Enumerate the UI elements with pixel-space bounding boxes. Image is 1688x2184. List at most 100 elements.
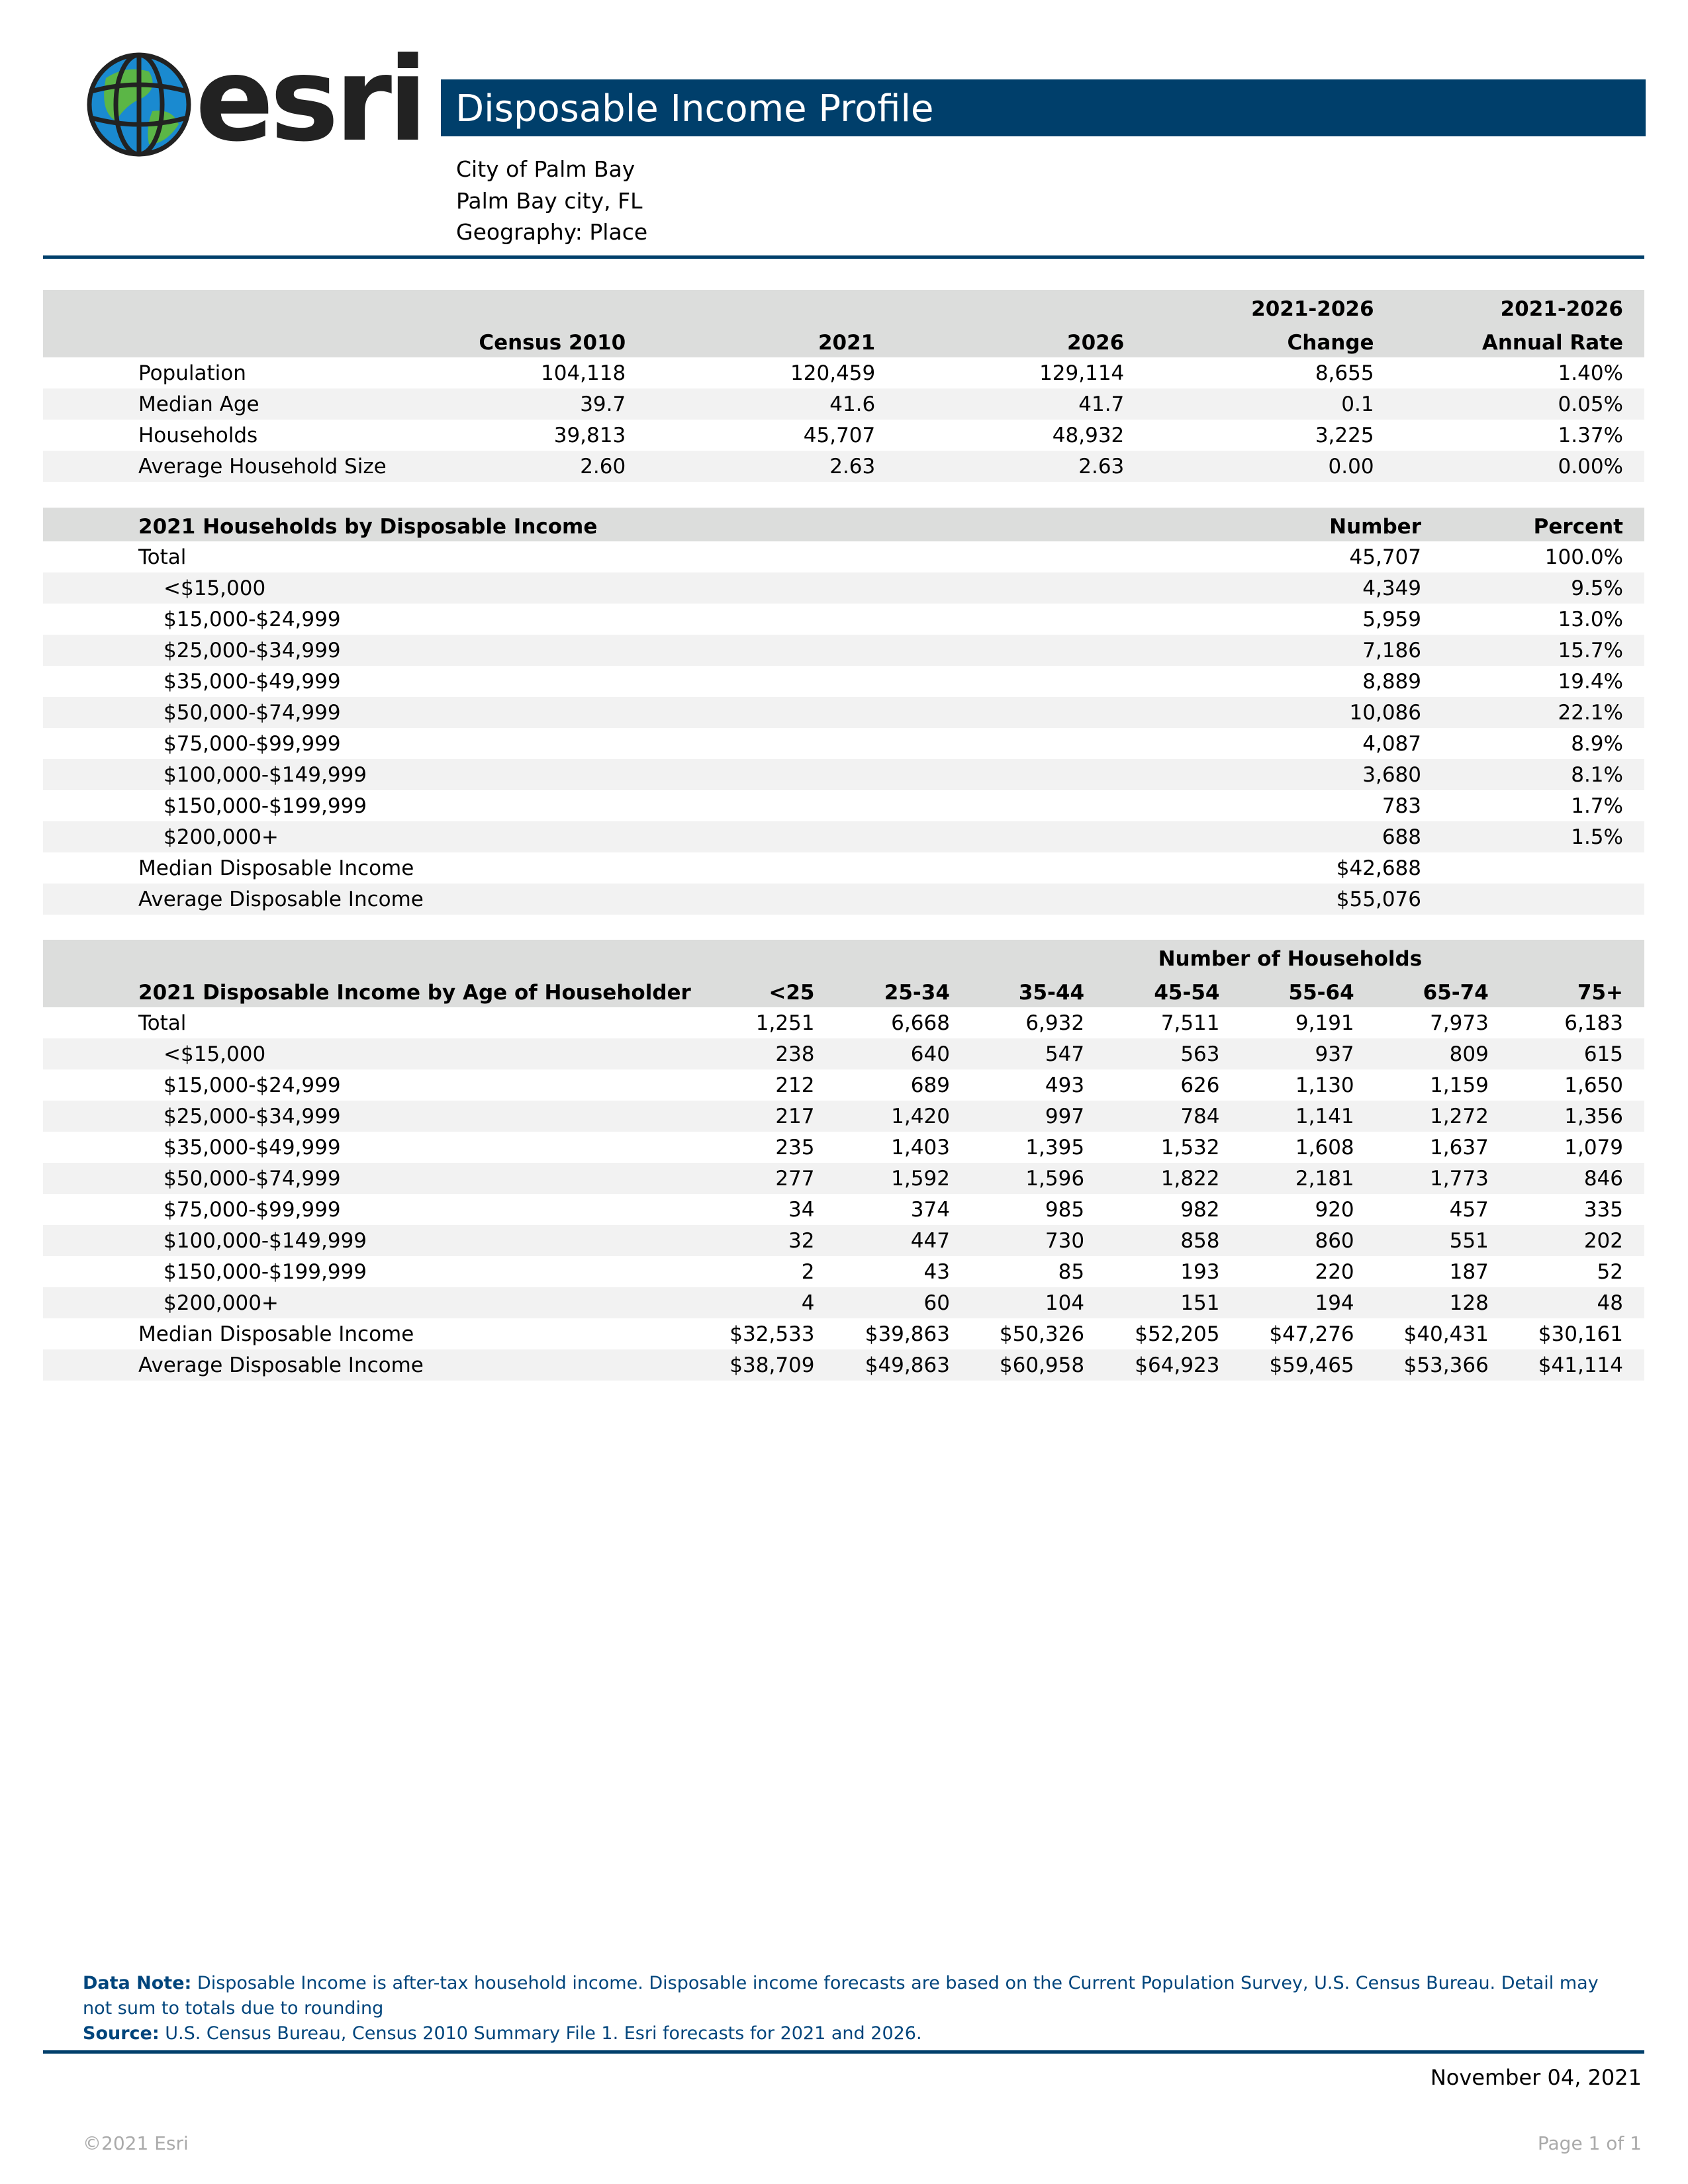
cell-value: 32	[712, 1225, 836, 1256]
row-label: $150,000-$199,999	[164, 794, 367, 818]
cell-value: 9,191	[1295, 1011, 1354, 1035]
cell-value: $49,863	[835, 1349, 971, 1381]
group-header: Number of Households	[712, 940, 1644, 974]
report-date: November 04, 2021	[1430, 2065, 1642, 2090]
cell-value: 202	[1509, 1225, 1644, 1256]
cell-value: 1,420	[835, 1101, 971, 1132]
row-label: Households	[138, 423, 258, 447]
cell-value: 2.63	[647, 451, 897, 482]
table-row: Households 39,813 45,707 48,932 3,225 1.37%	[43, 420, 1644, 451]
cell-value: 52	[1597, 1259, 1623, 1284]
cell-value: 1,130	[1295, 1073, 1354, 1097]
header-row: Census 2010 2021 2026 Change Annual Rate	[43, 324, 1644, 357]
cell-value: 120,459	[790, 361, 876, 385]
cell-value: 1,596	[970, 1163, 1106, 1194]
cell-value: 1,272	[1375, 1101, 1510, 1132]
cell-value: $40,431	[1403, 1322, 1489, 1346]
cell-value: 3,680	[1223, 759, 1442, 790]
cell-value: 48	[1509, 1287, 1644, 1318]
cell-value: 45,707	[803, 423, 876, 447]
divider	[43, 255, 1644, 259]
cell-value: $64,923	[1105, 1349, 1241, 1381]
cell-value: 457	[1449, 1197, 1489, 1222]
globe-icon	[87, 52, 191, 157]
column-header	[647, 290, 897, 324]
cell-value	[1442, 852, 1644, 884]
column-header: 2021 Disposable Income by Age of Househo…	[43, 974, 712, 1007]
cell-value: 7,973	[1430, 1011, 1489, 1035]
header-row: 2021 Households by Disposable Income Numb…	[43, 508, 1644, 541]
table-row: <$15,000 4,349 9.5%	[43, 572, 1644, 604]
cell-value: 783	[1382, 794, 1421, 818]
cell-value: 217	[712, 1101, 836, 1132]
cell-value: 41.6	[647, 388, 897, 420]
cell-value: 1.5%	[1442, 821, 1644, 852]
cell-value: 1,822	[1105, 1163, 1241, 1194]
cell-value: 39,813	[553, 423, 626, 447]
row-label: $35,000-$49,999	[164, 669, 341, 694]
cell-value: 0.05%	[1395, 388, 1644, 420]
cell-value: 13.0%	[1558, 607, 1623, 631]
table-row: Median Disposable Income $32,533 $39,863 $5…	[43, 1318, 1644, 1349]
table-row: Median Disposable Income $42,688	[43, 852, 1644, 884]
cell-value: 997	[970, 1101, 1106, 1132]
column-header: Percent	[1442, 508, 1644, 541]
table-row: Median Age 39.7 41.6 41.7 0.1 0.05%	[43, 388, 1644, 420]
column-header: Number	[1223, 508, 1442, 541]
row-label: $15,000-$24,999	[164, 607, 341, 631]
cell-value: 0.00	[1145, 451, 1395, 482]
cell-value: 551	[1375, 1225, 1510, 1256]
cell-value: 39.7	[407, 388, 647, 420]
cell-value: 7,511	[1160, 1011, 1220, 1035]
row-label: Median Disposable Income	[138, 856, 414, 880]
cell-value: 6,932	[1025, 1011, 1085, 1035]
row-label: Total	[138, 545, 187, 569]
cell-value: 8,655	[1315, 361, 1374, 385]
cell-value: 937	[1241, 1038, 1376, 1069]
table-row: $15,000-$24,999 212 689 493 626 1,130 1,159 1,6…	[43, 1069, 1644, 1101]
income-table: 2021 Households by Disposable Income Numb…	[43, 508, 1644, 915]
row-label: <$15,000	[43, 1038, 712, 1069]
cell-value: 626	[1180, 1073, 1220, 1097]
esri-logo: esri	[86, 33, 428, 167]
cell-value: 8.1%	[1442, 759, 1644, 790]
cell-value: 547	[970, 1038, 1106, 1069]
area-place: Palm Bay city, FL	[456, 188, 643, 214]
cell-value: 1.7%	[1571, 794, 1623, 818]
cell-value: 2.63	[896, 451, 1146, 482]
cell-value: 1,403	[891, 1135, 950, 1160]
cell-value: 48,932	[1052, 423, 1125, 447]
cell-value: 4,349	[1223, 572, 1442, 604]
cell-value: 1,395	[1025, 1135, 1085, 1160]
row-label: $100,000-$149,999	[43, 759, 1223, 790]
table-row: Average Disposable Income $55,076	[43, 884, 1644, 915]
cell-value: 1.37%	[1558, 423, 1623, 447]
cell-value: 19.4%	[1558, 669, 1623, 694]
geography-type: Geography: Place	[456, 219, 648, 245]
cell-value: 0.1	[1145, 388, 1395, 420]
table-row: $150,000-$199,999 2 43 85 193 220 187 52	[43, 1256, 1644, 1287]
cell-value: $52,205	[1135, 1322, 1220, 1346]
cell-value: 1,141	[1241, 1101, 1376, 1132]
cell-value: 920	[1315, 1197, 1354, 1222]
column-header: Annual Rate	[1395, 324, 1644, 357]
row-label: $100,000-$149,999	[43, 1225, 712, 1256]
cell-value: 212	[775, 1073, 815, 1097]
cell-value: 3,225	[1315, 423, 1374, 447]
table-row: $200,000+ 688 1.5%	[43, 821, 1644, 852]
column-header: 2021-2026	[1145, 290, 1395, 324]
cell-value: 2	[801, 1259, 815, 1284]
table-row: <$15,000 238 640 547 563 937 809 615	[43, 1038, 1644, 1069]
header-group-row: Number of Households	[43, 940, 1644, 974]
column-header: Census 2010	[407, 324, 647, 357]
page-number: Page 1 of 1	[1537, 2132, 1642, 2154]
column-header: 25-34	[835, 974, 971, 1007]
column-header: 55-64	[1241, 974, 1376, 1007]
column-header: 35-44	[970, 974, 1106, 1007]
header-row-top: 2021-2026 2021-2026	[43, 290, 1644, 324]
column-header: 2021-2026	[1395, 290, 1644, 324]
cell-value: 985	[1045, 1197, 1085, 1222]
table-row: $15,000-$24,999 5,959 13.0%	[43, 604, 1644, 635]
cell-value: 730	[970, 1225, 1106, 1256]
cell-value: 10,086	[1223, 697, 1442, 728]
